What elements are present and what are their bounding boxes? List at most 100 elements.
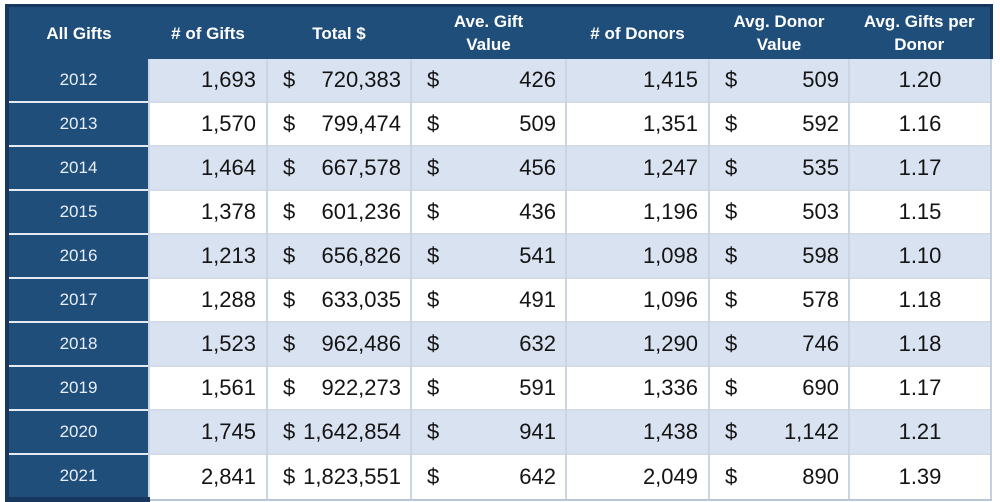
dollar-sign: $ bbox=[725, 111, 738, 136]
dollar-sign: $ bbox=[283, 375, 296, 400]
ave-gift-value: 426 bbox=[519, 67, 556, 92]
avg-donor-cell: $1,142 bbox=[708, 409, 849, 454]
gifts-per-donor-cell: 1.16 bbox=[848, 101, 992, 146]
year-cell: 2015 bbox=[5, 189, 149, 234]
total-value: 720,383 bbox=[321, 67, 401, 92]
total-cell: $799,474 bbox=[266, 101, 411, 146]
num-gifts-cell: 1,745 bbox=[148, 409, 267, 454]
avg-donor-cell: $509 bbox=[708, 59, 849, 102]
ave-gift-cell: $941 bbox=[410, 409, 566, 454]
ave-gift-cell: $541 bbox=[410, 233, 566, 278]
dollar-sign: $ bbox=[725, 243, 738, 268]
total-cell: $633,035 bbox=[266, 277, 411, 322]
avg-donor-cell: $592 bbox=[708, 101, 849, 146]
num-gifts-cell: 1,561 bbox=[148, 365, 267, 410]
ave-gift-cell: $491 bbox=[410, 277, 566, 322]
num-gifts-cell: 1,693 bbox=[148, 59, 267, 102]
header-row: All Gifts # of Gifts Total $ Ave. Gift V… bbox=[5, 4, 993, 59]
dollar-sign: $ bbox=[725, 287, 738, 312]
avg-donor-value: 1,142 bbox=[783, 419, 839, 444]
num-donors-cell: 1,098 bbox=[565, 233, 709, 278]
gifts-per-donor-cell: 1.15 bbox=[848, 189, 992, 234]
num-gifts-cell: 1,288 bbox=[148, 277, 267, 322]
table-row-2021: 2021 2,841 $1,823,551 $642 2,049 $890 1.… bbox=[5, 453, 992, 502]
dollar-sign: $ bbox=[725, 331, 738, 356]
total-value: 601,236 bbox=[321, 199, 401, 224]
total-cell: $667,578 bbox=[266, 145, 411, 190]
total-cell: $922,273 bbox=[266, 365, 411, 410]
dollar-sign: $ bbox=[283, 463, 296, 489]
table-row-2017: 2017 1,288 $633,035 $491 1,096 $578 1.18 bbox=[5, 277, 992, 322]
total-cell: $962,486 bbox=[266, 321, 411, 366]
avg-donor-cell: $503 bbox=[708, 189, 849, 234]
year-cell: 2019 bbox=[5, 365, 149, 410]
avg-donor-cell: $578 bbox=[708, 277, 849, 322]
gifts-per-donor-cell: 1.18 bbox=[848, 321, 992, 366]
ave-gift-cell: $456 bbox=[410, 145, 566, 190]
year-cell: 2017 bbox=[5, 277, 149, 322]
dollar-sign: $ bbox=[725, 199, 738, 224]
avg-donor-cell: $535 bbox=[708, 145, 849, 190]
dollar-sign: $ bbox=[427, 375, 440, 400]
dollar-sign: $ bbox=[427, 111, 440, 136]
total-value: 922,273 bbox=[321, 375, 401, 400]
header-total-dollars: Total $ bbox=[267, 4, 411, 59]
gifts-per-donor-cell: 1.10 bbox=[848, 233, 992, 278]
avg-donor-value: 509 bbox=[802, 67, 839, 92]
table-row-2014: 2014 1,464 $667,578 $456 1,247 $535 1.17 bbox=[5, 145, 992, 190]
table-row-2013: 2013 1,570 $799,474 $509 1,351 $592 1.16 bbox=[5, 101, 992, 146]
header-all-gifts: All Gifts bbox=[5, 4, 149, 59]
ave-gift-cell: $509 bbox=[410, 101, 566, 146]
ave-gift-value: 491 bbox=[519, 287, 556, 312]
total-cell: $656,826 bbox=[266, 233, 411, 278]
dollar-sign: $ bbox=[283, 243, 296, 268]
num-gifts-cell: 2,841 bbox=[148, 453, 267, 501]
total-cell: $1,642,854 bbox=[266, 409, 411, 454]
num-gifts-cell: 1,378 bbox=[148, 189, 267, 234]
year-cell: 2013 bbox=[5, 101, 149, 146]
dollar-sign: $ bbox=[283, 155, 296, 180]
dollar-sign: $ bbox=[427, 419, 440, 444]
table-row-2018: 2018 1,523 $962,486 $632 1,290 $746 1.18 bbox=[5, 321, 992, 366]
dollar-sign: $ bbox=[283, 199, 296, 224]
dollar-sign: $ bbox=[725, 67, 738, 92]
gifts-per-donor-cell: 1.17 bbox=[848, 365, 992, 410]
table-row-2020: 2020 1,745 $1,642,854 $941 1,438 $1,142 … bbox=[5, 409, 992, 454]
num-donors-cell: 1,438 bbox=[565, 409, 709, 454]
ave-gift-value: 941 bbox=[519, 419, 556, 444]
ave-gift-value: 642 bbox=[519, 463, 556, 489]
year-cell: 2020 bbox=[5, 409, 149, 454]
avg-donor-value: 690 bbox=[802, 375, 839, 400]
avg-donor-cell: $746 bbox=[708, 321, 849, 366]
ave-gift-value: 632 bbox=[519, 331, 556, 356]
dollar-sign: $ bbox=[283, 287, 296, 312]
avg-donor-value: 592 bbox=[802, 111, 839, 136]
dollar-sign: $ bbox=[283, 111, 296, 136]
avg-donor-value: 746 bbox=[802, 331, 839, 356]
dollar-sign: $ bbox=[283, 419, 296, 444]
total-value: 1,642,854 bbox=[303, 419, 401, 444]
num-donors-cell: 1,336 bbox=[565, 365, 709, 410]
year-cell: 2016 bbox=[5, 233, 149, 278]
dollar-sign: $ bbox=[725, 419, 738, 444]
ave-gift-cell: $591 bbox=[410, 365, 566, 410]
dollar-sign: $ bbox=[427, 199, 440, 224]
total-value: 667,578 bbox=[321, 155, 401, 180]
dollar-sign: $ bbox=[283, 331, 296, 356]
dollar-sign: $ bbox=[725, 375, 738, 400]
table-row-2016: 2016 1,213 $656,826 $541 1,098 $598 1.10 bbox=[5, 233, 992, 278]
dollar-sign: $ bbox=[427, 287, 440, 312]
total-cell: $601,236 bbox=[266, 189, 411, 234]
ave-gift-value: 591 bbox=[519, 375, 556, 400]
ave-gift-value: 509 bbox=[519, 111, 556, 136]
dollar-sign: $ bbox=[427, 67, 440, 92]
dollar-sign: $ bbox=[427, 331, 440, 356]
table-row-2012: 2012 1,693 $720,383 $426 1,415 $509 1.20 bbox=[5, 59, 992, 102]
total-cell: $720,383 bbox=[266, 59, 411, 102]
avg-donor-value: 890 bbox=[802, 463, 839, 489]
num-donors-cell: 1,247 bbox=[565, 145, 709, 190]
gifts-per-donor-cell: 1.17 bbox=[848, 145, 992, 190]
year-cell: 2012 bbox=[5, 59, 149, 102]
avg-donor-value: 578 bbox=[802, 287, 839, 312]
dollar-sign: $ bbox=[725, 155, 738, 180]
